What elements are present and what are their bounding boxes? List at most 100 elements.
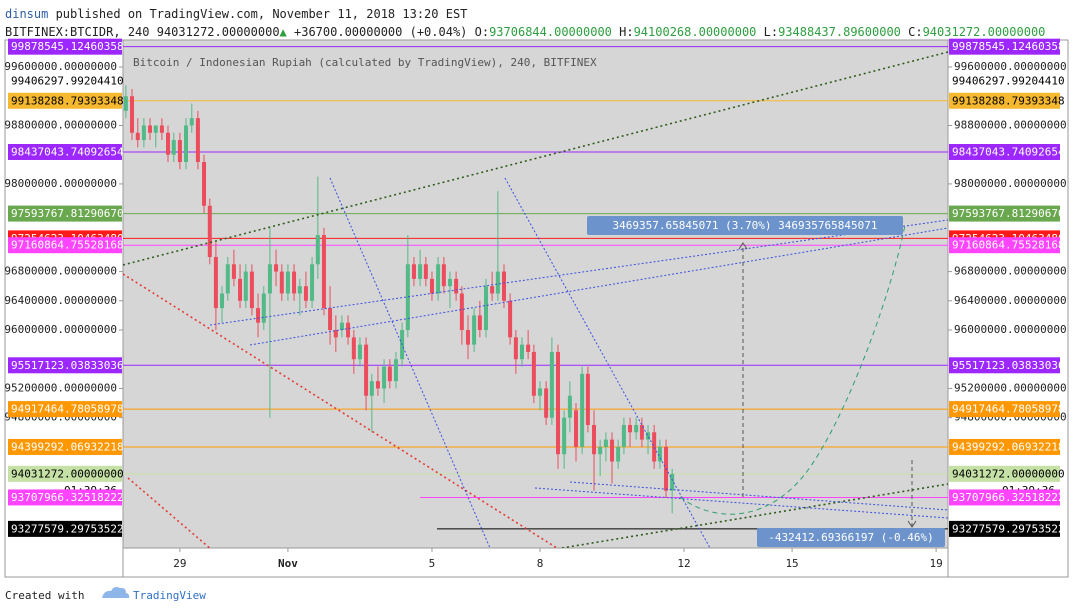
x-tick-label: 15 xyxy=(785,557,798,570)
candle-body xyxy=(592,424,597,455)
candle-body xyxy=(405,264,410,331)
annotation-box xyxy=(587,216,903,235)
ohlc-label: H: xyxy=(619,25,633,39)
candle-body xyxy=(483,286,488,331)
level-label: 99138288.79393348 xyxy=(952,94,1065,107)
arrow-head xyxy=(738,242,748,250)
level-label-bg xyxy=(8,520,122,537)
level-label-bg xyxy=(949,438,1060,455)
candle-body xyxy=(585,373,590,425)
level-label-bg xyxy=(949,520,1060,537)
candle-body xyxy=(256,308,261,323)
y-tick-label: 95200000.00000000 xyxy=(4,381,117,394)
candle-body xyxy=(423,264,428,279)
candle-body xyxy=(267,264,272,294)
candle-body xyxy=(634,424,639,433)
candle-body xyxy=(562,417,567,455)
level-label-bg xyxy=(949,205,1060,222)
candle-body xyxy=(364,344,369,396)
y-tick-label: 95200000.00000000 xyxy=(954,381,1067,394)
candle-body xyxy=(351,337,356,360)
candle-body xyxy=(580,373,585,447)
candle-body xyxy=(501,271,506,301)
annotation-box xyxy=(757,528,945,547)
candle-body xyxy=(652,432,657,462)
y-tick-label: 98000000.00000000 xyxy=(4,177,117,190)
footer-brand[interactable]: TradingView xyxy=(133,589,206,602)
trendline xyxy=(504,177,711,548)
level-label: 97593767.81290670 xyxy=(952,207,1065,220)
y-tick-label: 96800000.00000000 xyxy=(4,265,117,278)
candle-body xyxy=(153,125,158,133)
candle-body xyxy=(166,132,171,155)
x-tick-label: 19 xyxy=(929,557,942,570)
y-tick-label: 96000000.00000000 xyxy=(4,323,117,336)
candle-body xyxy=(225,264,230,294)
watermark: Bitcoin / Indonesian Rupiah (calculated … xyxy=(133,56,597,69)
level-label-bg xyxy=(8,237,122,254)
level-label: 97593767.81290670 xyxy=(11,207,124,220)
y-tick-label: 98800000.00000000 xyxy=(4,118,117,131)
level-label-bg xyxy=(8,465,122,482)
candle-body xyxy=(369,381,374,396)
x-tick-label: Nov xyxy=(278,557,298,570)
trendline xyxy=(569,481,948,511)
logo xyxy=(102,587,130,598)
level-label-bg xyxy=(949,401,1060,418)
level-label-bg xyxy=(8,205,122,222)
candle-body xyxy=(261,293,266,323)
plot-bg xyxy=(123,40,948,548)
candle-body xyxy=(387,366,392,382)
candle-body xyxy=(411,264,416,279)
level-label: 99878545.12460358 xyxy=(11,40,124,53)
header-line: dinsum published on TradingView.com, Nov… xyxy=(5,7,467,21)
level-label: 94031272.00000000 xyxy=(952,467,1065,480)
candle-body xyxy=(616,446,621,462)
symbol: BITFINEX:BTCIDR, 240 xyxy=(5,25,157,39)
candle-body xyxy=(544,388,549,418)
level-label-bg xyxy=(8,401,122,418)
candle-body xyxy=(465,330,470,345)
level-label-bg xyxy=(949,73,1060,90)
level-label: 98437043.74092654 xyxy=(11,145,124,158)
candle-body xyxy=(429,278,434,294)
candle-body xyxy=(141,125,146,141)
forecast-curve xyxy=(679,224,906,515)
level-label: 93277579.29753522 xyxy=(952,522,1065,535)
level-label-bg xyxy=(8,357,122,374)
candle-body xyxy=(202,161,207,206)
level-label-bg xyxy=(949,465,1060,482)
candle-body xyxy=(292,271,297,294)
ohlc-value: 93706844.00000000 xyxy=(489,25,619,39)
level-label: 99138288.79393348 xyxy=(11,94,124,107)
published: published on TradingView.com, November 1… xyxy=(48,7,467,21)
candle-body xyxy=(393,359,398,382)
candle-body xyxy=(657,446,662,462)
candle-body xyxy=(556,351,561,455)
drawings xyxy=(123,51,948,548)
candle-body xyxy=(418,264,423,279)
level-label-bg xyxy=(8,73,122,90)
candle-body xyxy=(333,330,338,338)
candle-body xyxy=(495,271,500,294)
candle-body xyxy=(171,140,176,155)
candle-body xyxy=(549,351,554,418)
trendline xyxy=(123,51,948,266)
last-price: 94031272.00000000 xyxy=(157,25,280,39)
candle-body xyxy=(508,300,513,338)
candle-body xyxy=(454,278,459,294)
candle-body xyxy=(603,439,608,447)
candle-body xyxy=(321,235,326,309)
candle-body xyxy=(538,388,543,396)
level-label-bg xyxy=(8,438,122,455)
level-label: 97160864.75528168 xyxy=(11,239,124,252)
x-tick-label: 29 xyxy=(173,557,186,570)
y-tick-label: 99600000.00000000 xyxy=(4,60,117,73)
candle-body xyxy=(357,344,362,360)
candle-body xyxy=(628,424,633,433)
level-label: 93277579.29753522 xyxy=(11,522,124,535)
level-label-bg xyxy=(8,489,122,506)
candle-body xyxy=(130,96,135,133)
candle-body xyxy=(526,344,531,352)
level-label: 94031272.00000000 xyxy=(11,467,124,480)
